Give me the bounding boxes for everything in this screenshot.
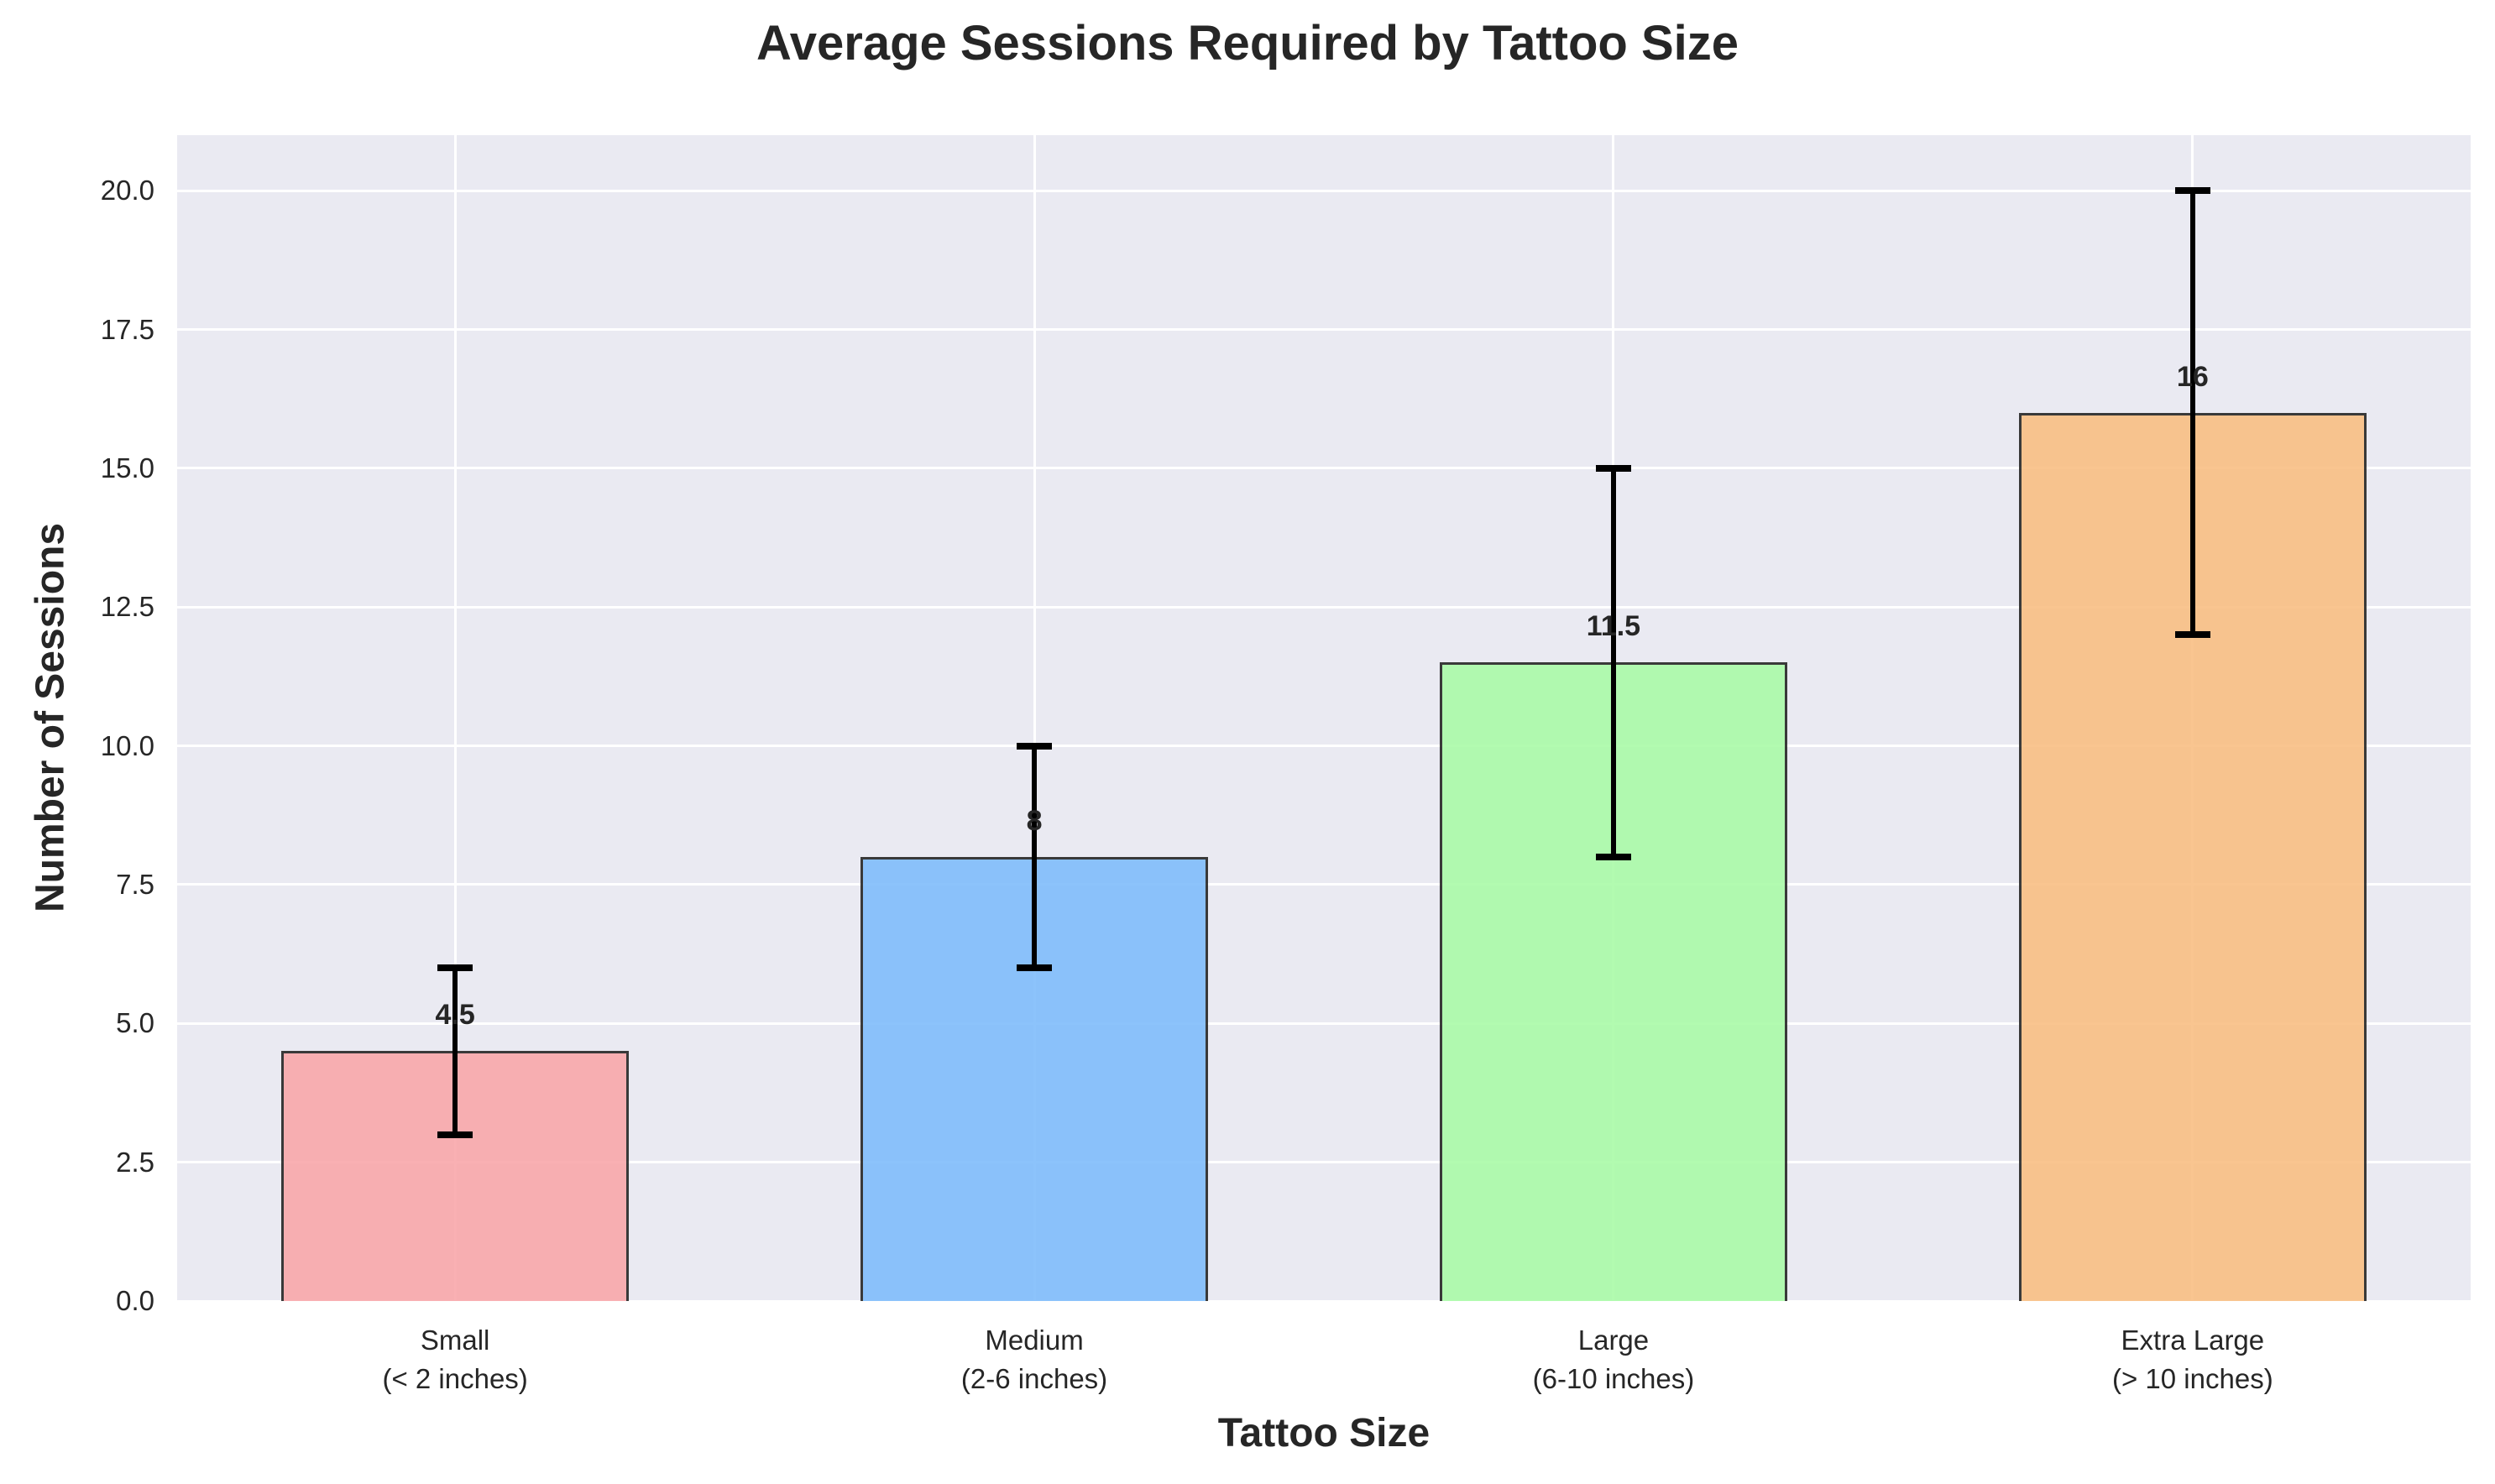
error-cap-top [2174, 187, 2210, 195]
value-label: 16 [2176, 360, 2209, 393]
plot-area: 4.5 8 11.5 16 [177, 135, 2471, 1303]
x-tick-label: Medium (2-6 inches) [961, 1321, 1107, 1398]
error-cap-top [1017, 742, 1053, 750]
error-bar [1032, 745, 1038, 969]
x-tick-label: Large (6-10 inches) [1533, 1321, 1695, 1398]
value-label: 11.5 [1586, 610, 1641, 643]
x-tick-line: (2-6 inches) [960, 1363, 1108, 1394]
error-cap-top [437, 964, 473, 972]
error-bar [1610, 468, 1616, 857]
error-cap-bottom [1595, 853, 1631, 860]
gridline-horizontal [177, 189, 2471, 192]
gridline-horizontal [177, 883, 2471, 886]
x-tick-label: Extra Large (> 10 inches) [2112, 1321, 2273, 1398]
chart-title: Average Sessions Required by Tattoo Size [756, 16, 1739, 71]
error-bar [452, 968, 458, 1135]
value-label: 8 [1026, 804, 1043, 837]
error-cap-bottom [437, 1131, 473, 1138]
gridline-horizontal [177, 1161, 2471, 1164]
error-cap-top [1595, 464, 1631, 472]
gridline-horizontal [177, 467, 2471, 470]
x-tick-line: Extra Large [2121, 1325, 2265, 1356]
gridline-horizontal [177, 605, 2471, 609]
y-tick-label: 5.0 [116, 1007, 154, 1039]
x-tick-label: Small (< 2 inches) [382, 1321, 527, 1398]
value-label: 4.5 [435, 999, 475, 1032]
x-tick-line: Small [420, 1325, 490, 1356]
gridline-horizontal [177, 1299, 2471, 1303]
x-axis-label: Tattoo Size [1217, 1411, 1431, 1455]
y-tick-label: 10.0 [100, 729, 154, 761]
y-tick-label: 15.0 [100, 452, 154, 483]
y-tick-label: 0.0 [116, 1285, 154, 1316]
x-tick-line: Medium [985, 1325, 1084, 1356]
y-tick-label: 20.0 [100, 175, 154, 206]
y-tick-label: 17.5 [100, 313, 154, 345]
x-tick-line: (< 2 inches) [382, 1363, 528, 1394]
error-cap-bottom [1017, 964, 1053, 972]
y-tick-label: 12.5 [100, 591, 154, 623]
x-tick-line: (> 10 inches) [2112, 1363, 2273, 1394]
y-tick-label: 7.5 [116, 868, 154, 900]
error-cap-bottom [2174, 631, 2210, 639]
gridline-horizontal [177, 745, 2471, 748]
gridline-vertical [1033, 135, 1036, 1301]
gridline-vertical [453, 135, 457, 1301]
gridline-horizontal [177, 328, 2471, 331]
error-bar [2189, 191, 2195, 635]
x-tick-line: (6-10 inches) [1532, 1363, 1695, 1394]
y-tick-label: 2.5 [116, 1146, 154, 1178]
gridline-horizontal [177, 1022, 2471, 1025]
x-tick-line: Large [1577, 1325, 1650, 1356]
y-axis-label: Number of Sessions [28, 522, 73, 913]
